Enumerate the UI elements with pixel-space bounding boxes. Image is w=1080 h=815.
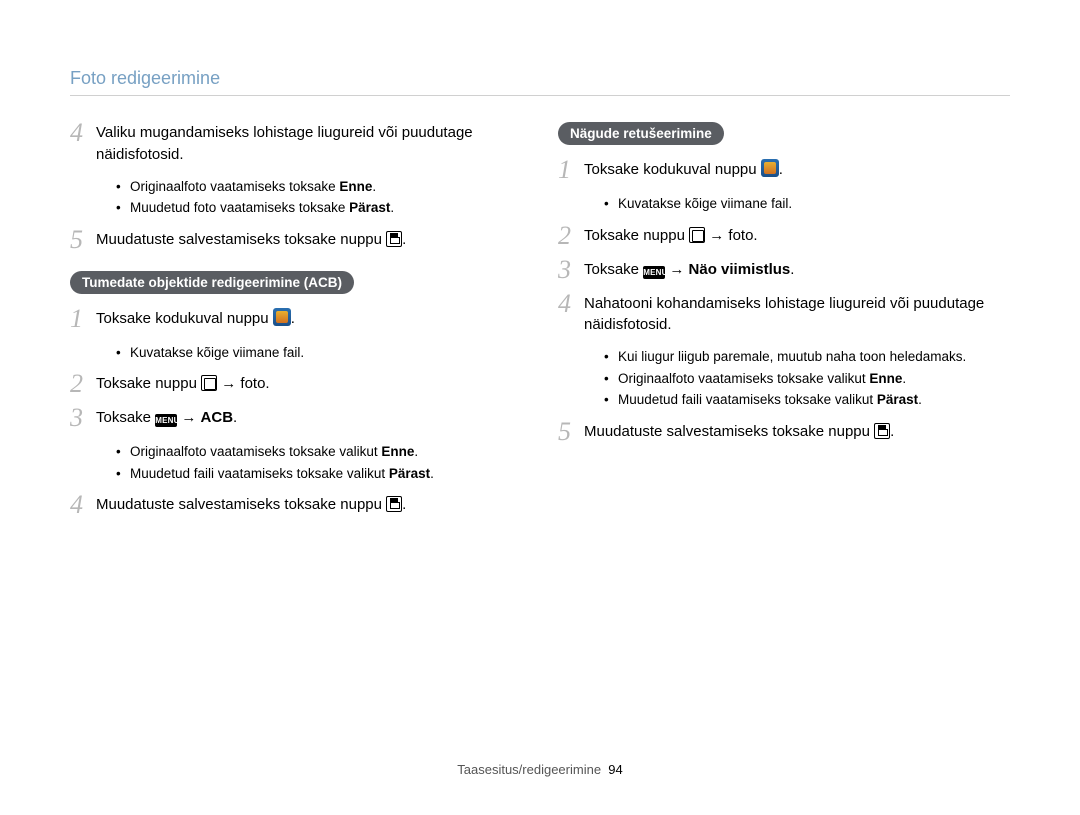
face-step-1-bullets: Kuvatakse kõige viimane fail. bbox=[604, 193, 1010, 215]
step-number: 5 bbox=[70, 227, 96, 253]
page: Foto redigeerimine 4 Valiku mugandamisek… bbox=[0, 0, 1080, 815]
step-4-bullets: Originaalfoto vaatamiseks toksake Enne. … bbox=[116, 176, 522, 219]
section-pill-acb: Tumedate objektide redigeerimine (ACB) bbox=[70, 271, 354, 294]
gallery-icon bbox=[273, 308, 291, 326]
step-text: Toksake nuppu → foto. bbox=[584, 225, 758, 247]
bullet: Kui liugur liigub paremale, muutub naha … bbox=[604, 346, 1010, 368]
face-step-5: 5 Muudatuste salvestamiseks toksake nupp… bbox=[558, 421, 1010, 445]
step-number: 3 bbox=[70, 405, 96, 431]
step-text: Toksake MENU → Näo viimistlus. bbox=[584, 259, 794, 281]
step-number: 3 bbox=[558, 257, 584, 283]
step-number: 2 bbox=[558, 223, 584, 249]
step-text: Toksake nuppu → foto. bbox=[96, 373, 270, 395]
bullet: Muudetud faili vaatamiseks toksake valik… bbox=[604, 389, 1010, 411]
page-title: Foto redigeerimine bbox=[70, 68, 1010, 89]
step-text: Muudatuste salvestamiseks toksake nuppu … bbox=[584, 421, 894, 443]
step-number: 1 bbox=[70, 306, 96, 332]
step-4: 4 Valiku mugandamiseks lohistage liugure… bbox=[70, 122, 522, 166]
step-text: Muudatuste salvestamiseks toksake nuppu … bbox=[96, 229, 406, 251]
step-text: Muudatuste salvestamiseks toksake nuppu … bbox=[96, 494, 406, 516]
step-text: Valiku mugandamiseks lohistage liugureid… bbox=[96, 122, 522, 166]
face-step-4: 4 Nahatooni kohandamiseks lohistage liug… bbox=[558, 293, 1010, 337]
acb-step-1: 1 Toksake kodukuval nuppu . bbox=[70, 308, 522, 332]
step-number: 2 bbox=[70, 371, 96, 397]
footer-section: Taasesitus/redigeerimine bbox=[457, 762, 601, 777]
step-number: 4 bbox=[70, 120, 96, 146]
step-text: Nahatooni kohandamiseks lohistage liugur… bbox=[584, 293, 1010, 337]
bullet: Kuvatakse kõige viimane fail. bbox=[116, 342, 522, 364]
bullet: Originaalfoto vaatamiseks toksake valiku… bbox=[604, 368, 1010, 390]
acb-step-3: 3 Toksake MENU → ACB. bbox=[70, 407, 522, 431]
face-step-2: 2 Toksake nuppu → foto. bbox=[558, 225, 1010, 249]
step-number: 4 bbox=[558, 291, 584, 317]
section-pill-faces: Nägude retušeerimine bbox=[558, 122, 724, 145]
left-column: 4 Valiku mugandamiseks lohistage liugure… bbox=[70, 122, 522, 528]
bullet: Originaalfoto vaatamiseks toksake valiku… bbox=[116, 441, 522, 463]
columns: 4 Valiku mugandamiseks lohistage liugure… bbox=[70, 122, 1010, 528]
face-step-3: 3 Toksake MENU → Näo viimistlus. bbox=[558, 259, 1010, 283]
step-5: 5 Muudatuste salvestamiseks toksake nupp… bbox=[70, 229, 522, 253]
save-icon bbox=[386, 231, 402, 247]
gallery-icon bbox=[761, 159, 779, 177]
bullet: Muudetud foto vaatamiseks toksake Pärast… bbox=[116, 197, 522, 219]
menu-icon: MENU bbox=[155, 414, 177, 427]
face-step-4-bullets: Kui liugur liigub paremale, muutub naha … bbox=[604, 346, 1010, 411]
edit-icon bbox=[201, 375, 217, 391]
menu-icon: MENU bbox=[643, 266, 665, 279]
bullet: Originaalfoto vaatamiseks toksake Enne. bbox=[116, 176, 522, 198]
acb-step-2: 2 Toksake nuppu → foto. bbox=[70, 373, 522, 397]
footer: Taasesitus/redigeerimine 94 bbox=[0, 762, 1080, 777]
right-column: Nägude retušeerimine 1 Toksake kodukuval… bbox=[558, 122, 1010, 528]
save-icon bbox=[874, 423, 890, 439]
bullet: Kuvatakse kõige viimane fail. bbox=[604, 193, 1010, 215]
acb-step-1-bullets: Kuvatakse kõige viimane fail. bbox=[116, 342, 522, 364]
step-text: Toksake kodukuval nuppu . bbox=[96, 308, 295, 330]
step-text: Toksake kodukuval nuppu . bbox=[584, 159, 783, 181]
edit-icon bbox=[689, 227, 705, 243]
bullet: Muudetud faili vaatamiseks toksake valik… bbox=[116, 463, 522, 485]
acb-step-3-bullets: Originaalfoto vaatamiseks toksake valiku… bbox=[116, 441, 522, 484]
acb-step-4: 4 Muudatuste salvestamiseks toksake nupp… bbox=[70, 494, 522, 518]
page-number: 94 bbox=[608, 762, 622, 777]
step-text: Toksake MENU → ACB. bbox=[96, 407, 237, 429]
face-step-1: 1 Toksake kodukuval nuppu . bbox=[558, 159, 1010, 183]
divider bbox=[70, 95, 1010, 96]
save-icon bbox=[386, 496, 402, 512]
step-number: 5 bbox=[558, 419, 584, 445]
step-number: 4 bbox=[70, 492, 96, 518]
step-number: 1 bbox=[558, 157, 584, 183]
